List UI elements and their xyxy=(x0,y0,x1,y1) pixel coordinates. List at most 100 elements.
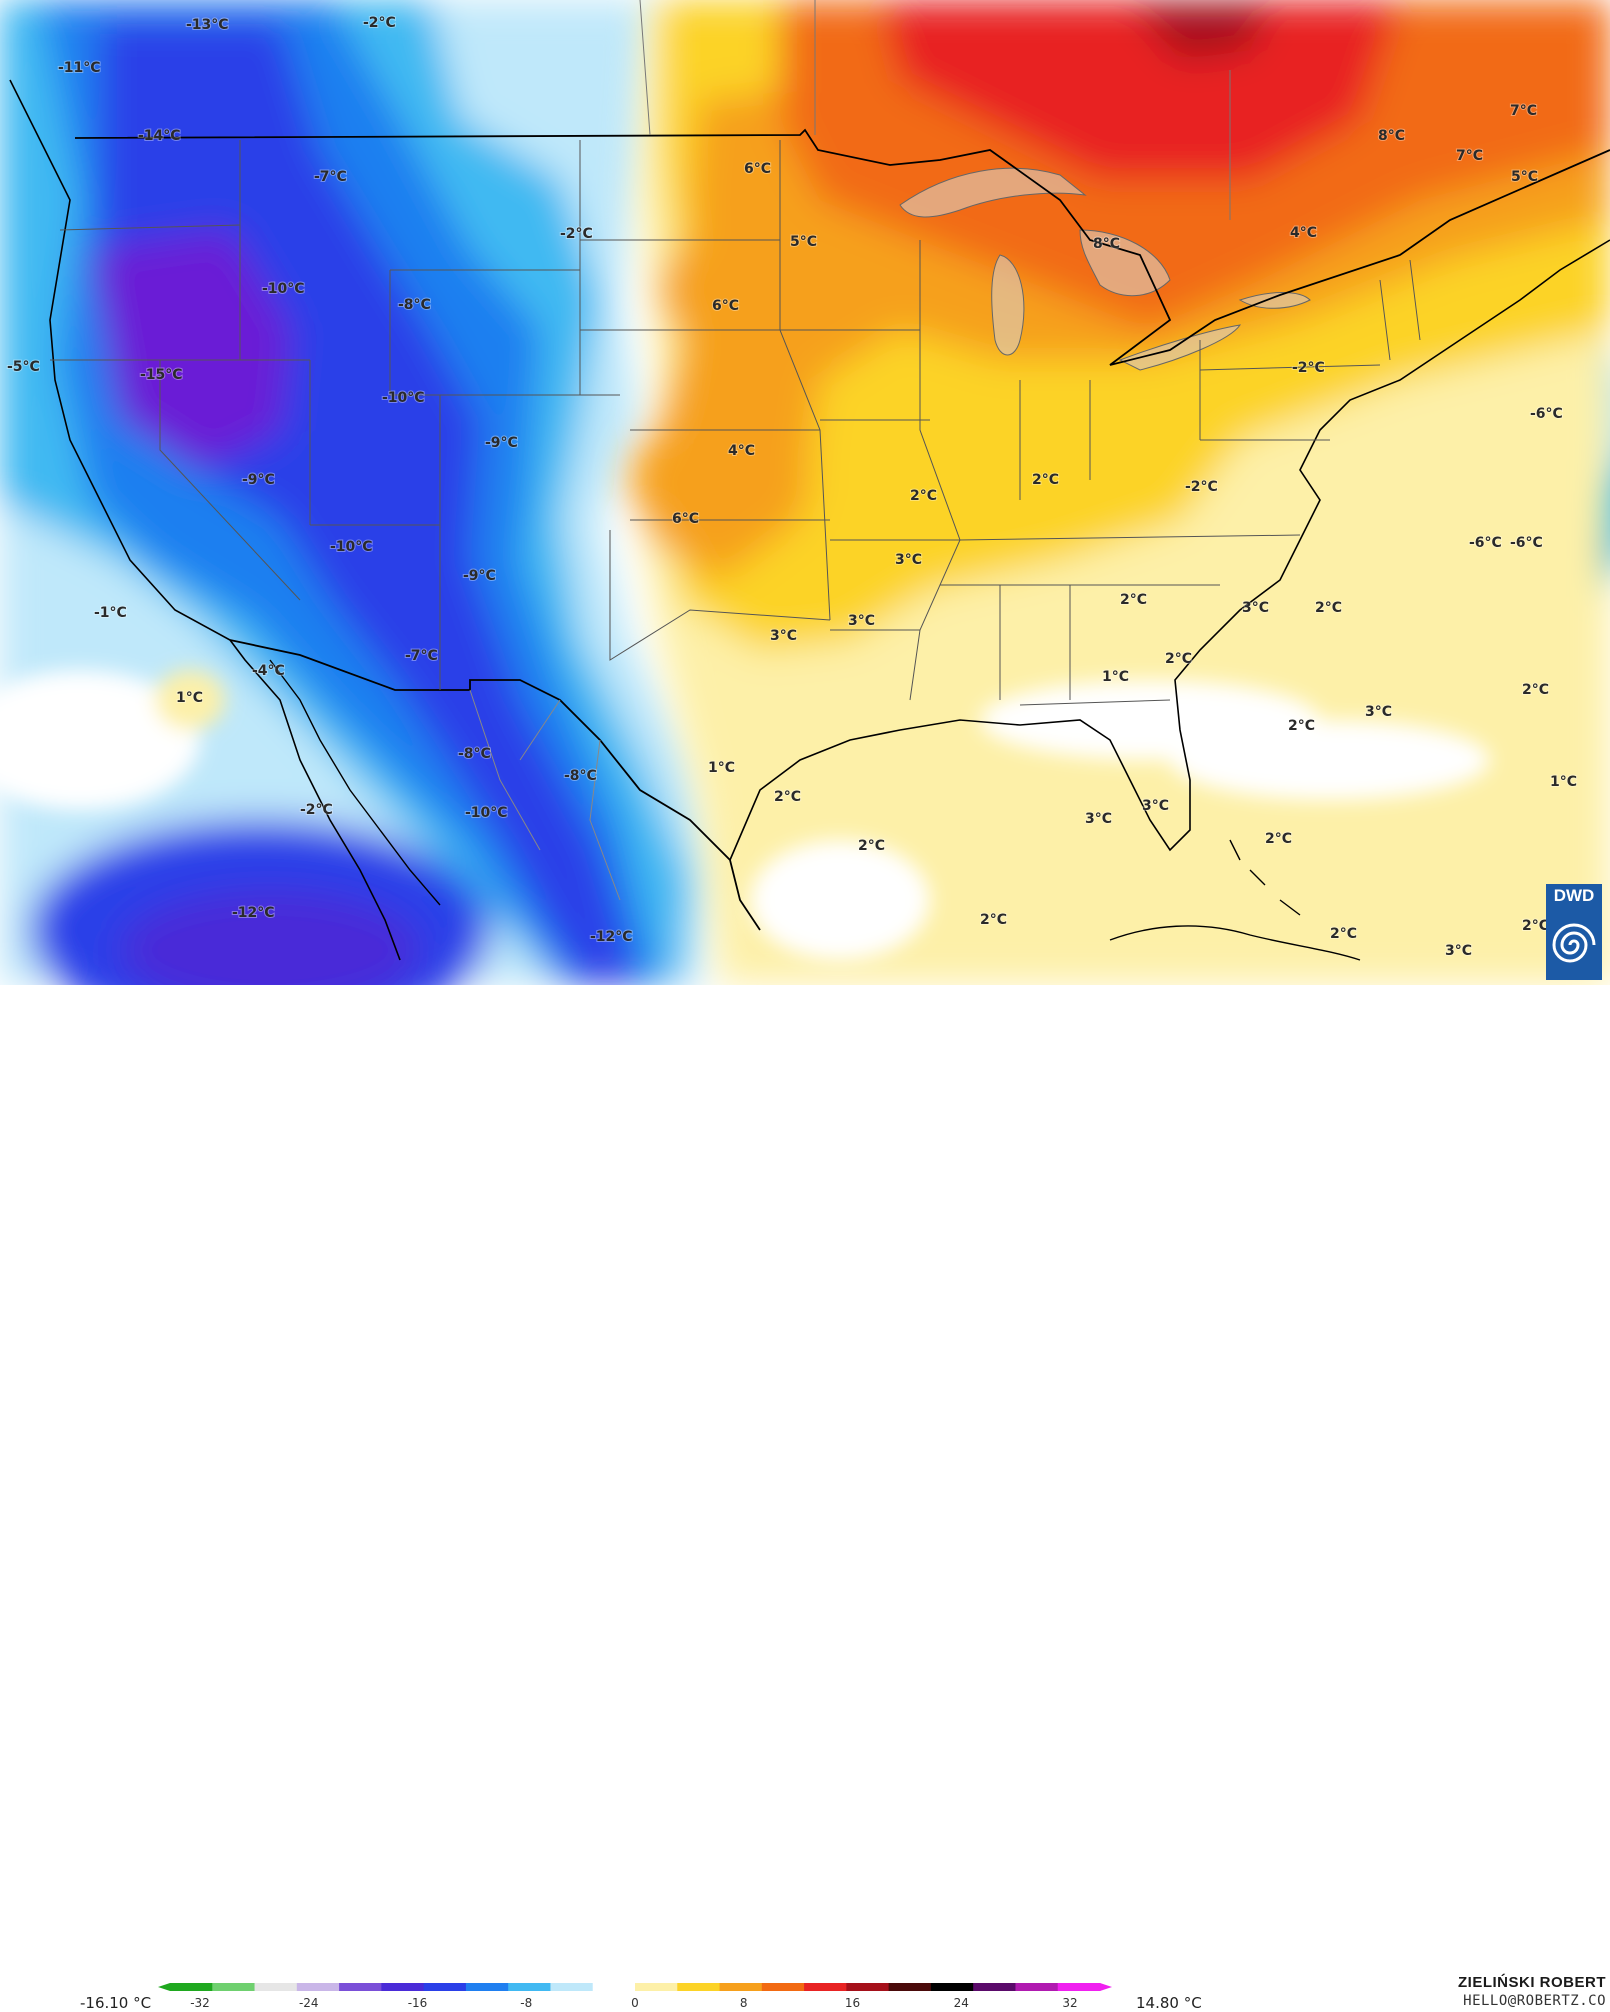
author-credit: ZIELIŃSKI ROBERT xyxy=(1457,1974,1606,1991)
temperature-label: 2°C xyxy=(1522,682,1549,698)
temperature-label: 2°C xyxy=(910,488,937,504)
temperature-labels: -13°C -2°C -11°C -14°C -7°C -10°C -8°C -5°C -15°… xyxy=(6,14,1578,960)
state-line-new-england xyxy=(1379,259,1421,361)
temperature-label: -2°C xyxy=(1185,479,1218,495)
colorbar-max-arrow xyxy=(1100,1983,1112,1991)
bahamas xyxy=(1229,839,1301,916)
neutral-ocean-patch xyxy=(1170,720,1490,800)
temperature-label: -9°C xyxy=(242,472,275,488)
temperature-label: -10°C xyxy=(262,281,305,297)
temperature-label: 3°C xyxy=(770,628,797,644)
temperature-label: 8°C xyxy=(1093,236,1120,252)
temperature-label: 2°C xyxy=(1165,651,1192,667)
temperature-label: -2°C xyxy=(300,802,333,818)
colorbar-segment xyxy=(973,1983,1016,1991)
temperature-label: -8°C xyxy=(564,768,597,784)
temperature-label: 2°C xyxy=(1032,472,1059,488)
temperature-label: 4°C xyxy=(728,443,755,459)
colorbar: -32 -24 -16 -8 0 8 16 24 32 xyxy=(158,1983,1112,2010)
temperature-label: 3°C xyxy=(1242,600,1269,616)
mexico-state-lines xyxy=(469,689,621,901)
colorbar-segment xyxy=(339,1983,382,1991)
state-line-nv-ca xyxy=(159,360,301,601)
temperature-label: -2°C xyxy=(560,226,593,242)
temperature-label: 1°C xyxy=(176,690,203,706)
temperature-label: 2°C xyxy=(774,789,801,805)
state-line-wa-or xyxy=(59,224,241,231)
colorbar-segment xyxy=(677,1983,721,1991)
colorbar-min-arrow xyxy=(158,1983,170,1991)
temperature-label: 6°C xyxy=(672,511,699,527)
temperature-label: -15°C xyxy=(140,367,183,383)
colorbar-segment xyxy=(719,1983,763,1991)
colorbar-tick-label: -16 xyxy=(408,1996,428,2010)
warm-dark-red-region xyxy=(1130,0,1270,60)
temperature-label: -12°C xyxy=(232,905,275,921)
us-canada-border xyxy=(74,128,1610,366)
pacific-coastline xyxy=(9,79,401,961)
warm-plains-core xyxy=(630,410,810,550)
political-borders xyxy=(9,79,1610,961)
temperature-label: 2°C xyxy=(1288,718,1315,734)
lake-superior xyxy=(899,167,1087,218)
gulf-coastline xyxy=(729,239,1610,861)
warm-pacific-spot xyxy=(155,670,225,730)
state-line-plains xyxy=(579,140,831,621)
color-field xyxy=(0,0,1610,985)
neutral-pacific-patch xyxy=(0,670,200,810)
colorbar-segment xyxy=(846,1983,890,1991)
dwd-logo: DWD xyxy=(1546,884,1602,980)
temperature-label: 2°C xyxy=(1120,592,1147,608)
warm-red-region xyxy=(880,0,1400,180)
colorbar-segment xyxy=(635,1983,678,1991)
colorbar-segment xyxy=(804,1983,847,1991)
state-line-ny-pa xyxy=(1199,364,1381,371)
temperature-label: -12°C xyxy=(590,929,633,945)
colorbar-segment xyxy=(888,1983,932,1991)
temperature-label: -6°C xyxy=(1510,535,1543,551)
colorbar-segment xyxy=(508,1983,551,1991)
warm-plains-north xyxy=(660,230,800,350)
temperature-label: -7°C xyxy=(314,169,347,185)
colorbar-segment xyxy=(550,1983,594,1991)
temperature-label: 2°C xyxy=(858,838,885,854)
temperature-label: 2°C xyxy=(980,912,1007,928)
temperature-label: 2°C xyxy=(1522,918,1549,934)
temperature-label: 8°C xyxy=(1378,128,1405,144)
colorbar-tick-label: 24 xyxy=(954,1996,969,2010)
temperature-label: -7°C xyxy=(405,648,438,664)
colorbar-tick-label: 16 xyxy=(845,1996,860,2010)
temperature-label: 1°C xyxy=(1102,669,1129,685)
temperature-label: 2°C xyxy=(1265,831,1292,847)
temperature-label: 5°C xyxy=(790,234,817,250)
temperature-label: 3°C xyxy=(1142,798,1169,814)
colorbar-segment xyxy=(170,1983,213,1991)
legend-footer: -16.10 °C -32 -24 -16 -8 0 8 16 24 32 14.80 °C Z… xyxy=(0,985,1610,2012)
lake-michigan xyxy=(991,254,1025,356)
colorbar-segments xyxy=(158,1983,1112,1991)
temperature-label: -9°C xyxy=(463,568,496,584)
temperature-label: -11°C xyxy=(58,60,101,76)
swirl-icon xyxy=(1552,923,1596,963)
dwd-logo-text: DWD xyxy=(1553,886,1595,905)
state-line-ky-tn xyxy=(959,534,1301,541)
caribbean-islands xyxy=(1109,925,1361,961)
temperature-label: 3°C xyxy=(895,552,922,568)
colorbar-segment xyxy=(212,1983,256,1991)
colorbar-ticks: -32 -24 -16 -8 0 8 16 24 32 xyxy=(190,1996,1077,2010)
temperature-label: 5°C xyxy=(1511,169,1538,185)
temperature-label: -1°C xyxy=(94,605,127,621)
colorbar-tick-label: -32 xyxy=(190,1996,210,2010)
map-canvas: -13°C -2°C -11°C -14°C -7°C -10°C -8°C -5°C -15°… xyxy=(0,0,1610,985)
colorbar-segment xyxy=(592,1983,636,1991)
temperature-label: 3°C xyxy=(1365,704,1392,720)
colorbar-segment xyxy=(254,1983,298,1991)
colorbar-segment xyxy=(423,1983,467,1991)
temperature-label: -8°C xyxy=(398,297,431,313)
temperature-label: -4°C xyxy=(252,663,285,679)
temperature-label: 4°C xyxy=(1290,225,1317,241)
colorbar-segment xyxy=(296,1983,340,1991)
temperature-label: -8°C xyxy=(458,746,491,762)
temperature-label: -9°C xyxy=(485,435,518,451)
temperature-label: 1°C xyxy=(1550,774,1577,790)
